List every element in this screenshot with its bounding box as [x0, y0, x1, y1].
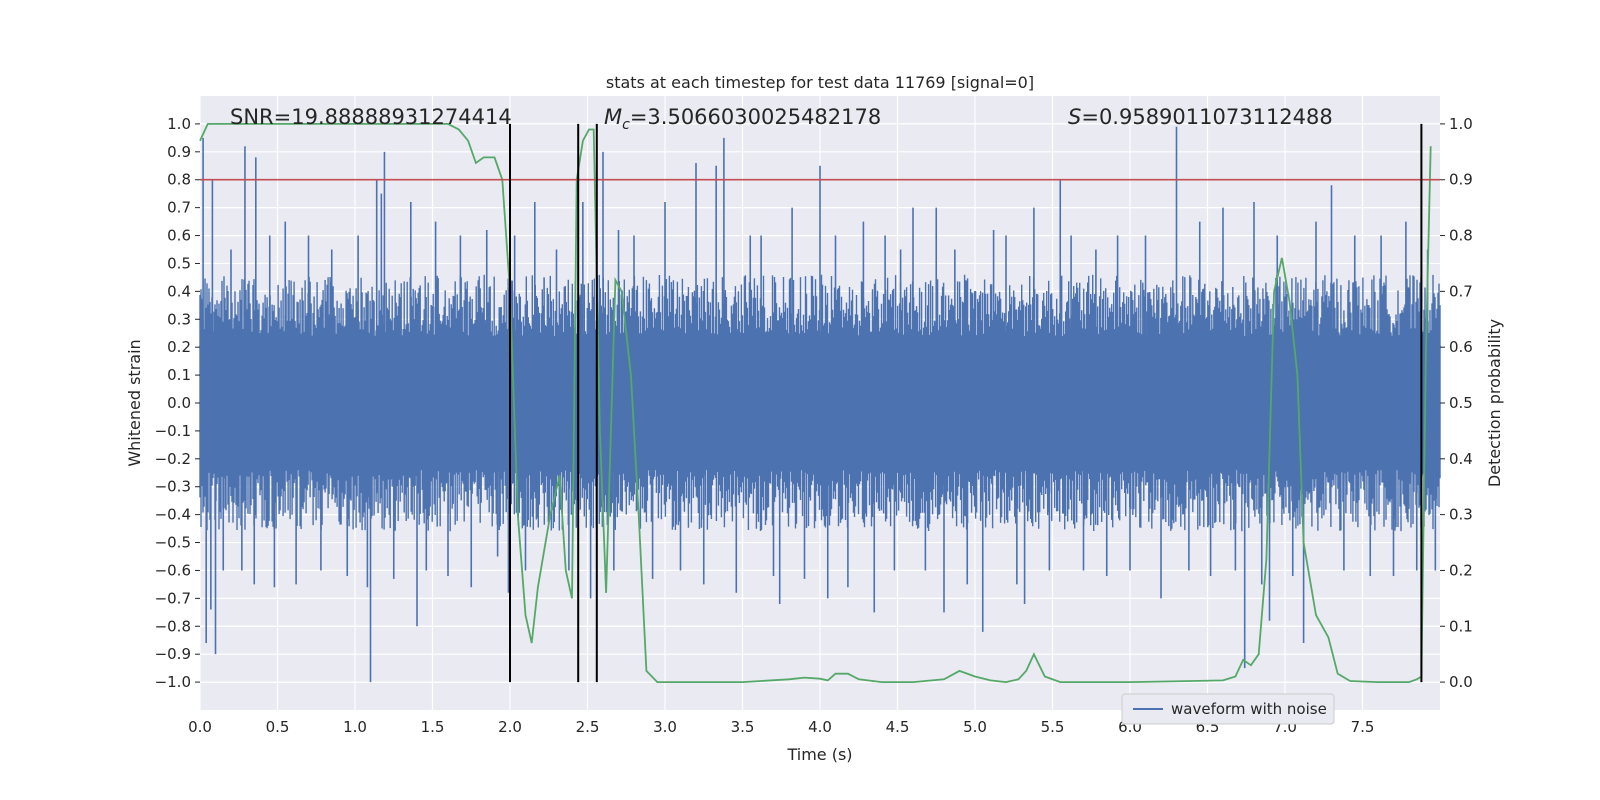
y-tick-label: −0.8 [155, 617, 191, 635]
y-tick-label: 0.2 [167, 338, 191, 356]
chirp-mass-subscript: c [622, 117, 630, 133]
y-tick-label: 0.9 [167, 143, 191, 161]
y2-tick-label: 0.8 [1449, 227, 1473, 245]
y-tick-label: −0.6 [155, 561, 191, 579]
x-tick-label: 4.0 [808, 718, 832, 736]
chirp-mass-annotation: Mc=3.5066030025482178 [604, 105, 881, 133]
legend: waveform with noise [1121, 693, 1335, 725]
x-axis-label: Time (s) [786, 745, 852, 764]
y2-tick-label: 0.2 [1449, 561, 1473, 579]
y-tick-label: 0.0 [167, 394, 191, 412]
vertical-markers [509, 123, 1423, 683]
chirp-mass-symbol: M [604, 105, 622, 129]
y-tick-label: 0.3 [167, 310, 191, 328]
x-tick-label: 1.0 [343, 718, 367, 736]
x-tick-label: 5.0 [963, 718, 987, 736]
x-tick-label: 4.5 [886, 718, 910, 736]
y-tick-label: −0.1 [155, 422, 191, 440]
chirp-mass-value: =3.5066030025482178 [630, 105, 881, 129]
y2-tick-label: 1.0 [1449, 115, 1473, 133]
x-tick-label: 0.5 [266, 718, 290, 736]
y2-tick-label: 0.1 [1449, 617, 1473, 635]
y2-axis-label: Detection probability [1485, 319, 1504, 487]
y-tick-label: 1.0 [167, 115, 191, 133]
x-tick-label: 1.5 [421, 718, 445, 736]
s-value: =0.9589011073112488 [1081, 105, 1332, 129]
x-tick-label: 0.0 [188, 718, 212, 736]
legend-box [1121, 693, 1335, 725]
x-tick-label: 3.0 [653, 718, 677, 736]
snr-annotation: SNR=19.88888931274414 [230, 105, 512, 129]
detection-probability-series [199, 123, 1432, 684]
s-annotation: S=0.9589011073112488 [1068, 105, 1333, 129]
y-tick-label: 0.5 [167, 254, 191, 272]
y-tick-label: −0.7 [155, 589, 191, 607]
x-tick-label: 2.5 [576, 718, 600, 736]
y-tick-label: −0.3 [155, 478, 191, 496]
detection-probability-line [199, 123, 1432, 684]
y-tick-label: −1.0 [155, 673, 191, 691]
x-tick-label: 5.5 [1041, 718, 1065, 736]
x-tick-label: 7.5 [1351, 718, 1375, 736]
y2-tick-label: 0.9 [1449, 171, 1473, 189]
tick-labels: 0.0 0.5 1.0 1.5 2.0 2.5 3.0 3.5 4.0 4.5 5.0 5.5 6.0 6… [155, 115, 1473, 736]
y2-tick-label: 0.7 [1449, 282, 1473, 300]
y-tick-label: 0.7 [167, 199, 191, 217]
y2-tick-label: 0.5 [1449, 394, 1473, 412]
x-tick-label: 2.0 [498, 718, 522, 736]
y-axis-label: Whitened strain [125, 339, 144, 466]
s-label: S [1068, 105, 1081, 129]
y-tick-label: 0.4 [167, 282, 191, 300]
y-tick-label: 0.8 [167, 171, 191, 189]
y2-tick-label: 0.4 [1449, 450, 1473, 468]
snr-label: SNR [230, 105, 274, 129]
y2-tick-label: 0.0 [1449, 673, 1473, 691]
y2-tick-label: 0.3 [1449, 506, 1473, 524]
y-tick-label: −0.2 [155, 450, 191, 468]
y-tick-label: 0.1 [167, 366, 191, 384]
x-tick-label: 3.5 [731, 718, 755, 736]
snr-value: =19.88888931274414 [274, 105, 512, 129]
chart-title: stats at each timestep for test data 117… [606, 73, 1034, 92]
y-tick-label: 0.6 [167, 227, 191, 245]
y-tick-label: −0.5 [155, 534, 191, 552]
y-tick-label: −0.9 [155, 645, 191, 663]
waveform-series [199, 126, 1441, 683]
legend-label: waveform with noise [1171, 700, 1327, 718]
y-tick-label: −0.4 [155, 506, 191, 524]
y2-tick-label: 0.6 [1449, 338, 1473, 356]
